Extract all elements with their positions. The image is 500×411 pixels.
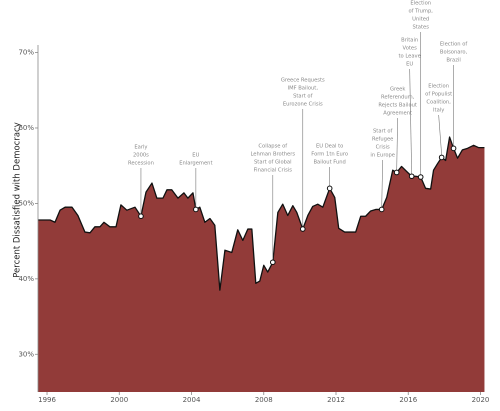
event-marker bbox=[438, 154, 445, 161]
x-tick-label: 2000 bbox=[110, 396, 128, 404]
x-tick-label: 1996 bbox=[38, 396, 56, 404]
y-tick-label: 40% bbox=[18, 275, 34, 283]
annotation-text: Brazil bbox=[446, 58, 460, 64]
annotation-text: Collapse of bbox=[258, 144, 287, 150]
event-marker bbox=[299, 226, 306, 232]
annotation-text: Election bbox=[410, 1, 431, 7]
event-marker bbox=[193, 206, 199, 213]
annotation-text: Bailout Fund bbox=[314, 160, 346, 166]
annotation-text: Greek bbox=[390, 87, 405, 93]
y-tick-label: 30% bbox=[18, 350, 34, 358]
annotation-text: Greece Requests bbox=[281, 78, 325, 84]
y-tick-label: 60% bbox=[18, 124, 34, 132]
event-marker bbox=[408, 173, 415, 180]
annotation-text: Start of bbox=[293, 94, 312, 100]
annotation-text: Agreement bbox=[383, 111, 412, 117]
annotation-text: United bbox=[412, 17, 429, 23]
annotation-leader bbox=[409, 68, 412, 174]
annotation-text: EU bbox=[192, 153, 199, 159]
annotation-text: Italy bbox=[433, 108, 444, 114]
annotation-text: States bbox=[412, 25, 429, 31]
y-axis-title: Percent Dissatisfied with Democracy bbox=[13, 122, 23, 278]
annotation-text: Lehman Brothers bbox=[251, 152, 296, 158]
y-tick-label: 70% bbox=[18, 49, 34, 57]
x-tick-label: 2004 bbox=[183, 396, 201, 404]
annotation-text: Early bbox=[134, 145, 147, 151]
annotation-text: Referendum, bbox=[381, 95, 415, 101]
x-tick-label: 2012 bbox=[327, 396, 345, 404]
annotation-text: Crisis bbox=[376, 145, 390, 151]
event-marker bbox=[326, 185, 333, 192]
annotation-text: to Leave bbox=[399, 54, 421, 60]
annotation-text: EU Deal to bbox=[316, 144, 343, 150]
event-marker bbox=[417, 174, 424, 180]
x-tick-label: 2016 bbox=[399, 396, 417, 404]
annotation-text: Enlargement bbox=[179, 161, 212, 167]
annotation-text: Election of bbox=[440, 42, 468, 48]
event-marker bbox=[450, 145, 457, 152]
annotation-text: Votes bbox=[403, 46, 418, 52]
y-tick-label: 50% bbox=[18, 199, 34, 207]
event-marker bbox=[269, 259, 276, 266]
x-tick-label: 2008 bbox=[255, 396, 273, 404]
annotation-text: Start of Global bbox=[254, 160, 292, 166]
annotation-text: Refugee bbox=[372, 137, 393, 143]
annotation-text: Rejects Bailout bbox=[378, 103, 417, 109]
event-marker bbox=[138, 213, 144, 220]
event-marker bbox=[378, 206, 385, 213]
area-fill bbox=[38, 137, 485, 392]
annotation-text: Election bbox=[428, 84, 449, 90]
annotation-text: Financial Crisis bbox=[254, 168, 293, 174]
annotation-text: Bolsonaro, bbox=[440, 50, 468, 56]
annotation-text: Britain bbox=[401, 38, 418, 44]
annotation-text: of Trump, bbox=[408, 9, 433, 15]
annotation-text: Eurozone Crisis bbox=[283, 102, 323, 108]
annotation-text: IMF Bailout, bbox=[288, 86, 319, 92]
annotation-text: in Europe bbox=[370, 153, 395, 159]
annotation-text: Coalition, bbox=[426, 100, 451, 106]
x-tick-label: 2020 bbox=[472, 396, 490, 404]
annotation-text: 2000s bbox=[133, 153, 149, 159]
annotation-leader bbox=[396, 117, 398, 170]
annotation-text: Start of bbox=[373, 129, 392, 135]
annotation-text: of Populist bbox=[425, 92, 452, 98]
annotation-leader bbox=[438, 114, 442, 155]
annotation-leader bbox=[381, 159, 383, 207]
annotation-text: Form 1tn Euro bbox=[311, 152, 348, 158]
annotation-text: EU bbox=[406, 62, 413, 68]
annotation-text: Recession bbox=[128, 161, 154, 167]
event-marker bbox=[393, 169, 400, 176]
